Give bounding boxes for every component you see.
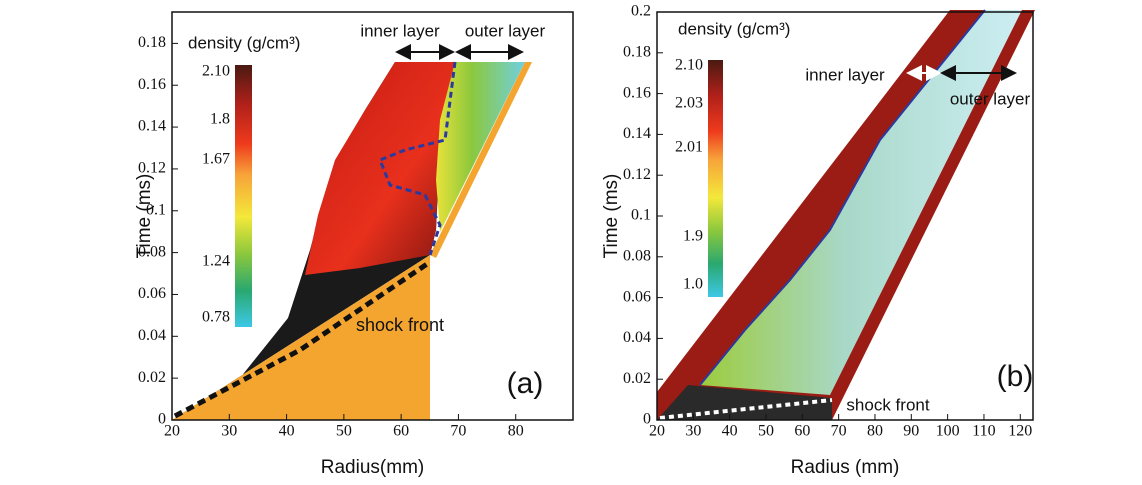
x-axis-label: Radius (mm) <box>791 457 900 478</box>
y-tick-label: 0 <box>643 411 651 428</box>
y-tick-label: 0.02 <box>138 369 166 386</box>
x-tick-label: 20 <box>164 423 180 440</box>
y-tick-label: 0.04 <box>138 327 166 344</box>
y-tick-label: 0 <box>158 411 166 428</box>
x-tick-label: 90 <box>903 423 919 440</box>
y-tick-label: 0.14 <box>623 125 651 142</box>
x-tick-label: 50 <box>336 423 352 440</box>
y-axis-label: Time (ms) <box>601 174 622 259</box>
colorbar-tick-label: 2.10 <box>202 63 230 80</box>
y-tick-label: 0.18 <box>138 34 166 51</box>
y-tick-label: 0.12 <box>623 166 651 183</box>
contour-a <box>172 61 532 420</box>
x-tick-label: 60 <box>794 423 810 440</box>
colorbar-tick-label: 1.0 <box>683 276 703 293</box>
annotation: inner layer <box>360 21 440 40</box>
annotation: shock front <box>356 315 444 335</box>
colorbar <box>235 65 252 327</box>
y-tick-label: 0.04 <box>623 329 651 346</box>
colorbar-tick-label: 1.8 <box>210 111 230 128</box>
y-tick-label: 0.2 <box>631 3 651 20</box>
colorbar-label: density (g/cm³) <box>188 33 300 52</box>
x-tick-label: 110 <box>972 423 995 440</box>
x-tick-label: 40 <box>279 423 295 440</box>
colorbar-tick-label: 2.10 <box>675 57 703 74</box>
contour-b <box>657 9 1035 420</box>
y-tick-label: 0.02 <box>623 370 651 387</box>
x-tick-label: 30 <box>685 423 701 440</box>
colorbar-tick-label: 1.9 <box>683 228 703 245</box>
colorbar <box>708 60 723 297</box>
y-tick-label: 0.1 <box>631 207 651 224</box>
annotation: (a) <box>507 367 544 400</box>
x-tick-label: 40 <box>722 423 738 440</box>
colorbar-tick-label: 1.24 <box>202 253 230 270</box>
annotation: (b) <box>997 360 1034 393</box>
y-tick-label: 0.16 <box>623 84 651 101</box>
annotation: inner layer <box>805 65 885 84</box>
annotation: shock front <box>846 395 929 414</box>
y-tick-label: 0.16 <box>138 76 166 93</box>
y-tick-label: 0.08 <box>623 247 651 264</box>
x-tick-label: 120 <box>1008 423 1032 440</box>
y-tick-label: 0.18 <box>623 43 651 60</box>
y-tick-label: 0.14 <box>138 118 166 135</box>
y-tick-label: 0.08 <box>138 243 166 260</box>
x-tick-label: 50 <box>758 423 774 440</box>
y-tick-label: 0.06 <box>623 288 651 305</box>
annotation: outer layer <box>465 21 546 40</box>
x-tick-label: 30 <box>221 423 237 440</box>
x-tick-label: 70 <box>831 423 847 440</box>
colorbar-tick-label: 2.03 <box>675 95 703 112</box>
colorbar-tick-label: 0.78 <box>202 309 230 326</box>
colorbar-tick-label: 1.67 <box>202 151 230 168</box>
x-axis-label: Radius(mm) <box>321 457 424 478</box>
x-tick-label: 20 <box>649 423 665 440</box>
x-tick-label: 100 <box>936 423 960 440</box>
x-tick-label: 80 <box>508 423 524 440</box>
y-tick-label: 0.1 <box>146 201 166 218</box>
colorbar-tick-label: 2.01 <box>675 139 703 156</box>
colorbar-label: density (g/cm³) <box>678 19 790 38</box>
plot-frame <box>171 11 574 421</box>
y-axis-label: Time (ms) <box>134 174 155 259</box>
x-tick-label: 60 <box>393 423 409 440</box>
y-tick-label: 0.06 <box>138 285 166 302</box>
x-tick-label: 80 <box>867 423 883 440</box>
x-tick-label: 70 <box>450 423 466 440</box>
annotation: outer layer <box>950 89 1031 108</box>
y-tick-label: 0.12 <box>138 160 166 177</box>
